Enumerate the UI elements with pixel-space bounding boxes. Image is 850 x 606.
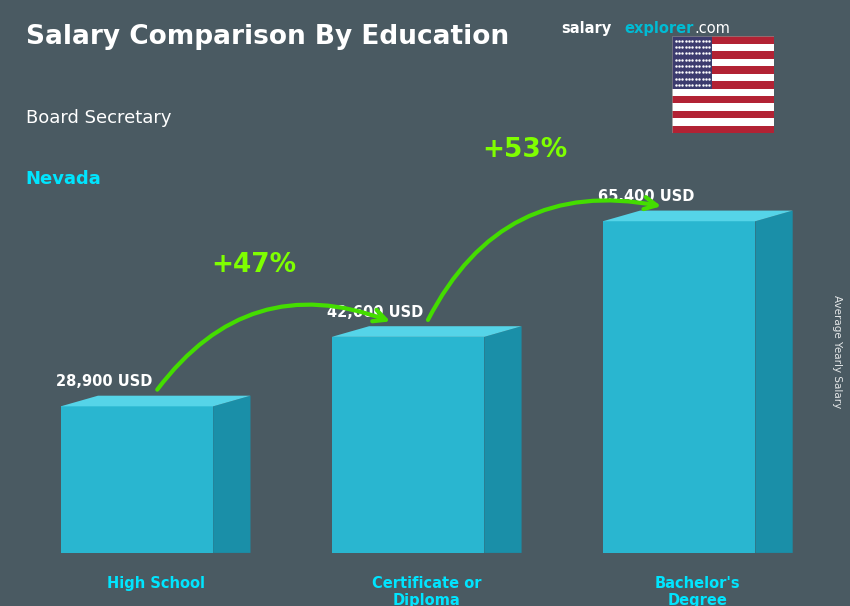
Bar [672, 88, 774, 96]
Polygon shape [603, 210, 793, 221]
Text: 65,400 USD: 65,400 USD [598, 189, 694, 204]
Polygon shape [603, 221, 756, 553]
Text: 42,600 USD: 42,600 USD [326, 305, 423, 320]
Text: Certificate or
Diploma: Certificate or Diploma [372, 576, 481, 606]
Text: Nevada: Nevada [26, 170, 101, 188]
Text: +47%: +47% [212, 252, 297, 278]
Polygon shape [60, 407, 213, 553]
Text: Salary Comparison By Education: Salary Comparison By Education [26, 24, 508, 50]
Bar [672, 66, 774, 74]
Bar [672, 96, 774, 104]
Text: Bachelor's
Degree: Bachelor's Degree [655, 576, 740, 606]
Bar [672, 111, 774, 118]
Bar [672, 36, 712, 88]
Bar [672, 52, 774, 59]
Polygon shape [332, 337, 484, 553]
Polygon shape [332, 326, 522, 337]
Bar [672, 118, 774, 126]
Text: Average Yearly Salary: Average Yearly Salary [832, 295, 842, 408]
Polygon shape [213, 396, 251, 553]
Text: Board Secretary: Board Secretary [26, 109, 171, 127]
Text: 28,900 USD: 28,900 USD [55, 375, 152, 389]
Bar [672, 126, 774, 133]
Text: explorer: explorer [625, 21, 694, 36]
Bar [672, 104, 774, 111]
Bar [672, 74, 774, 81]
Bar [672, 81, 774, 88]
Bar [672, 36, 774, 44]
Text: +53%: +53% [482, 137, 568, 163]
Polygon shape [756, 210, 793, 553]
Polygon shape [484, 326, 522, 553]
Text: salary: salary [561, 21, 611, 36]
Bar [672, 59, 774, 66]
Text: .com: .com [694, 21, 730, 36]
Bar [672, 44, 774, 52]
Text: High School: High School [106, 576, 205, 591]
Polygon shape [60, 396, 251, 407]
